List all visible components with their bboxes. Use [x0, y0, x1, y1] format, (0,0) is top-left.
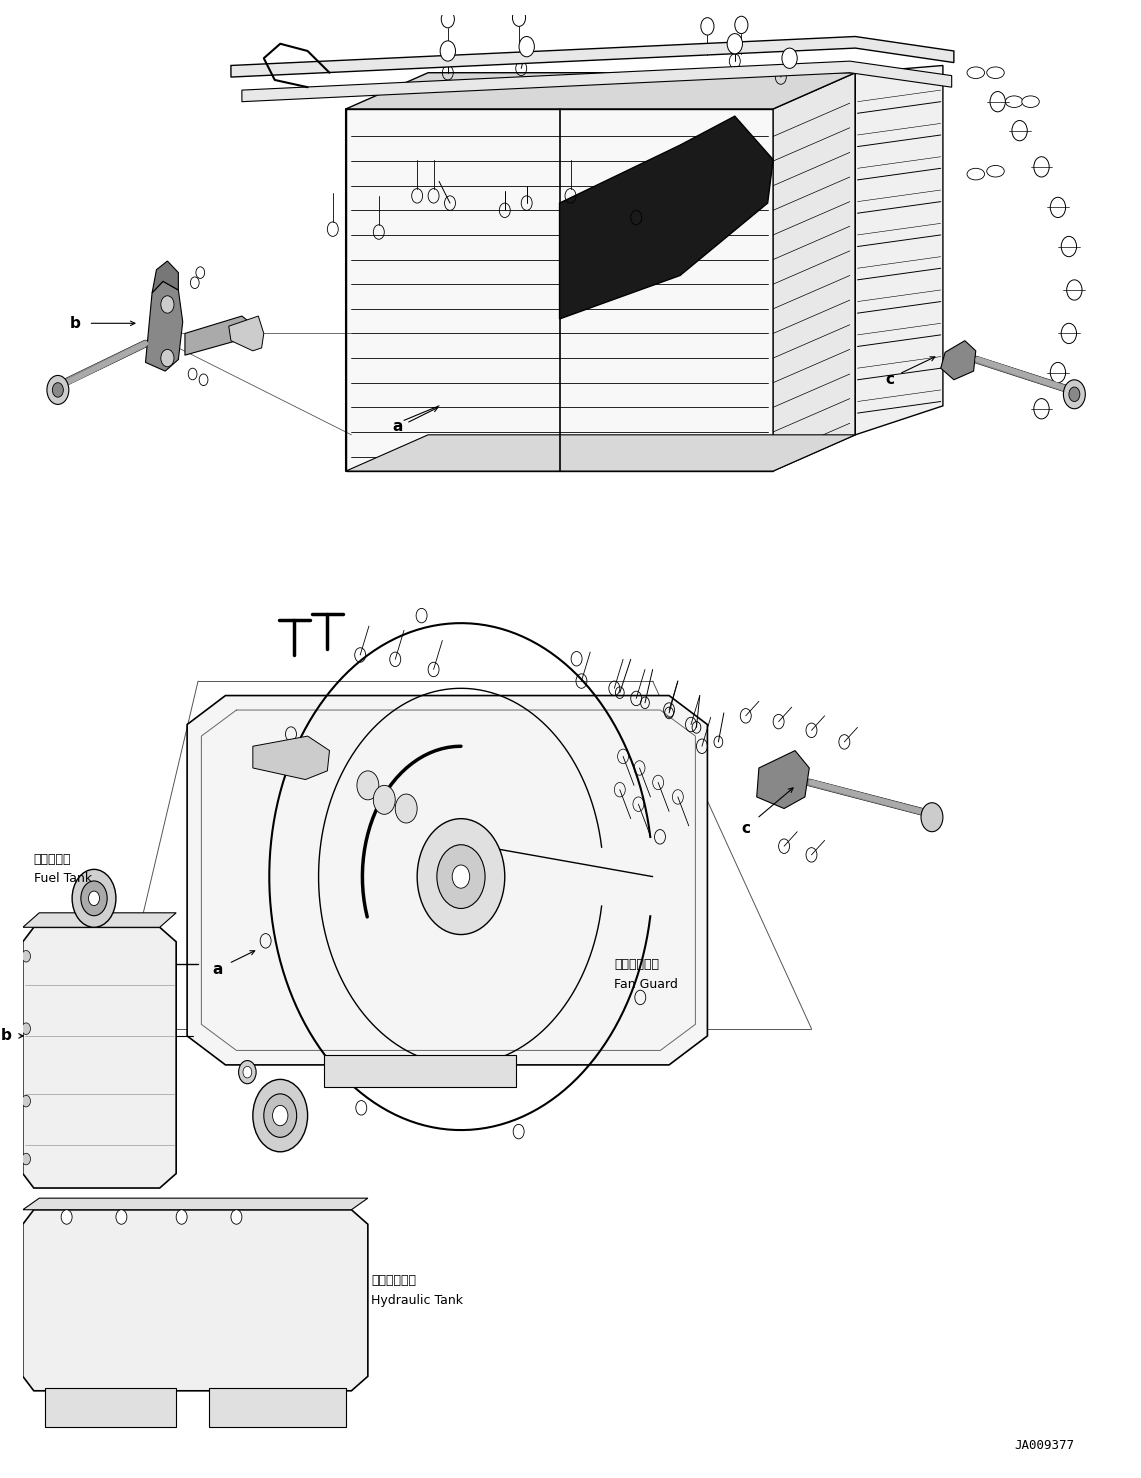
Polygon shape — [152, 262, 178, 293]
Circle shape — [1012, 121, 1027, 140]
Circle shape — [1061, 236, 1077, 257]
Ellipse shape — [1005, 96, 1022, 108]
Circle shape — [81, 881, 107, 916]
Polygon shape — [44, 1388, 176, 1428]
Ellipse shape — [968, 67, 985, 78]
Ellipse shape — [968, 168, 985, 180]
Circle shape — [264, 1094, 297, 1138]
Circle shape — [727, 34, 743, 53]
Circle shape — [1069, 387, 1079, 402]
Polygon shape — [940, 340, 976, 380]
Polygon shape — [23, 913, 176, 927]
Circle shape — [440, 41, 455, 61]
Polygon shape — [756, 751, 809, 808]
Polygon shape — [346, 435, 856, 471]
Polygon shape — [209, 1388, 346, 1428]
Circle shape — [253, 1079, 308, 1151]
Circle shape — [418, 819, 504, 934]
Polygon shape — [242, 61, 952, 102]
Polygon shape — [228, 316, 264, 350]
Circle shape — [273, 1106, 288, 1126]
Circle shape — [395, 794, 418, 823]
Text: a: a — [393, 418, 403, 433]
Circle shape — [47, 375, 68, 405]
Circle shape — [437, 845, 485, 909]
Circle shape — [243, 1066, 252, 1077]
Circle shape — [238, 1061, 256, 1083]
Circle shape — [52, 383, 64, 398]
Ellipse shape — [987, 67, 1004, 78]
Ellipse shape — [987, 166, 1004, 177]
Text: 作動油タンク: 作動油タンク — [371, 1274, 416, 1286]
Polygon shape — [856, 65, 942, 435]
Circle shape — [22, 950, 31, 962]
Circle shape — [1050, 197, 1066, 217]
Polygon shape — [23, 927, 176, 1188]
Circle shape — [161, 349, 173, 367]
Polygon shape — [23, 1199, 367, 1209]
Circle shape — [89, 891, 99, 906]
Text: ファンガード: ファンガード — [614, 958, 659, 971]
Circle shape — [1061, 324, 1077, 343]
Text: JA009377: JA009377 — [1014, 1438, 1075, 1451]
Polygon shape — [346, 72, 856, 109]
Circle shape — [1034, 399, 1050, 418]
Circle shape — [735, 16, 748, 34]
Circle shape — [452, 865, 470, 888]
Text: Hydraulic Tank: Hydraulic Tank — [371, 1293, 463, 1307]
Circle shape — [230, 1209, 242, 1224]
Text: c: c — [885, 372, 895, 387]
Circle shape — [62, 1209, 72, 1224]
Circle shape — [782, 49, 798, 68]
Polygon shape — [187, 696, 707, 1064]
Polygon shape — [253, 736, 330, 779]
Circle shape — [990, 92, 1005, 112]
Polygon shape — [146, 281, 183, 371]
Text: c: c — [742, 822, 751, 837]
Circle shape — [519, 37, 534, 56]
Circle shape — [116, 1209, 127, 1224]
Circle shape — [161, 296, 173, 313]
Polygon shape — [559, 117, 774, 319]
Circle shape — [1034, 157, 1050, 177]
Polygon shape — [23, 1209, 367, 1391]
Polygon shape — [185, 316, 253, 355]
Circle shape — [22, 1023, 31, 1035]
Circle shape — [1050, 362, 1066, 383]
Circle shape — [1063, 380, 1085, 409]
Text: Fuel Tank: Fuel Tank — [34, 872, 92, 885]
Circle shape — [22, 1095, 31, 1107]
Text: 燃料タンク: 燃料タンク — [34, 853, 71, 866]
Ellipse shape — [1022, 96, 1039, 108]
Polygon shape — [774, 72, 856, 471]
Circle shape — [512, 9, 526, 27]
Polygon shape — [324, 1055, 516, 1086]
Circle shape — [357, 772, 379, 800]
Polygon shape — [230, 37, 954, 77]
Circle shape — [176, 1209, 187, 1224]
Text: b: b — [1, 1029, 11, 1043]
Circle shape — [72, 869, 116, 927]
Circle shape — [22, 1153, 31, 1165]
Circle shape — [701, 18, 714, 35]
Circle shape — [1067, 279, 1082, 300]
Circle shape — [442, 10, 454, 28]
Text: Fan Guard: Fan Guard — [614, 978, 678, 992]
Polygon shape — [346, 109, 774, 471]
Circle shape — [373, 785, 395, 814]
Text: b: b — [70, 316, 81, 331]
Text: a: a — [212, 962, 222, 977]
Circle shape — [921, 803, 942, 832]
